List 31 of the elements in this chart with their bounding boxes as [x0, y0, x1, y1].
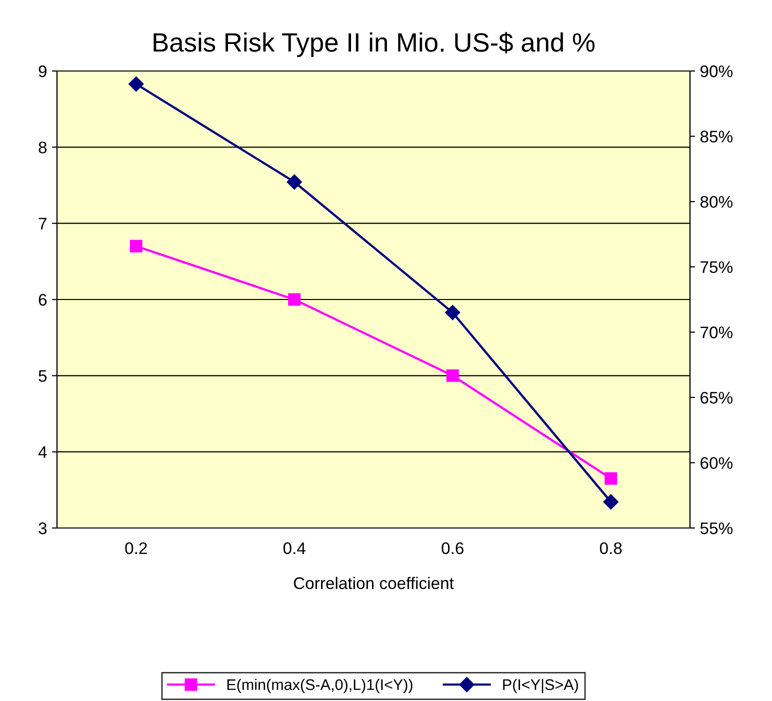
legend-label: E(min(max(S-A,0),L)1(I<Y)) — [227, 678, 412, 694]
y2-tick-label: 60% — [700, 457, 732, 469]
y-tick-label: 4 — [38, 446, 47, 458]
x-tick-label: 0.6 — [442, 542, 464, 554]
x-axis-title: Correlation coefficient — [294, 576, 454, 590]
point — [286, 174, 302, 190]
point — [603, 494, 618, 510]
y-tick-label: 5 — [38, 370, 47, 382]
point — [288, 293, 301, 306]
y2-tick-label: 90% — [700, 65, 732, 78]
point — [130, 240, 142, 252]
y-tick-label: 7 — [38, 218, 46, 230]
y2-tick-label: 85% — [700, 130, 732, 142]
y-tick-label: 3 — [38, 522, 47, 534]
point — [604, 472, 618, 485]
y2-tick-label: 55% — [700, 522, 732, 534]
y2-tick-label: 75% — [700, 261, 732, 274]
x-tick-label: 0.8 — [600, 542, 622, 554]
x-tick-label: 0.4 — [283, 542, 306, 554]
point — [446, 369, 459, 382]
y2-tick-label: 65% — [700, 392, 732, 404]
y-tick-label: 8 — [38, 142, 47, 154]
y-tick-label: 9 — [38, 65, 46, 78]
point — [128, 76, 144, 92]
legend-label: P(I<Y|S>A) — [503, 678, 578, 694]
chart-title: Basis Risk Type II in Mio. US-$ and % — [154, 32, 595, 58]
y-tick-label: 6 — [38, 294, 47, 306]
x-tick-label: 0.2 — [125, 542, 147, 554]
point — [445, 304, 460, 320]
y2-tick-label: 80% — [700, 196, 732, 208]
y2-tick-label: 70% — [700, 326, 732, 338]
